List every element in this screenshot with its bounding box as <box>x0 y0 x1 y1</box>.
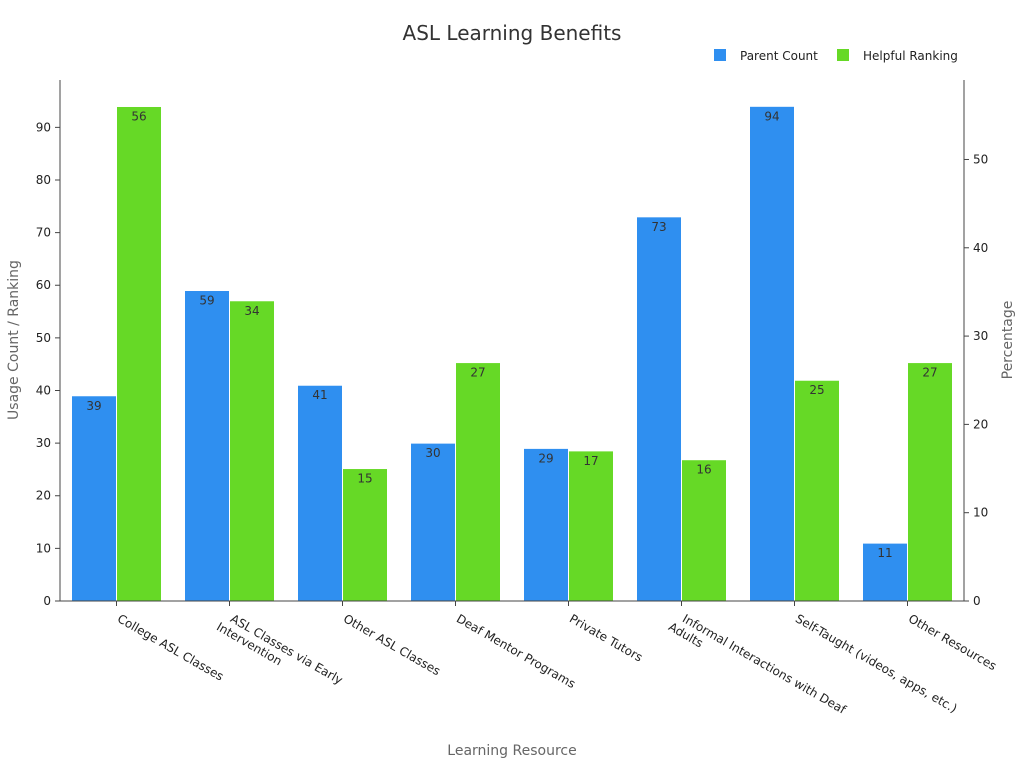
bar-label-parent-count-2: 41 <box>312 388 327 402</box>
bar-label-parent-count-1: 59 <box>199 294 214 308</box>
legend-swatch-helpful-ranking <box>837 49 849 61</box>
bar-label-helpful-ranking-1: 34 <box>244 304 259 318</box>
bar-helpful-ranking-5 <box>681 459 727 602</box>
x-tick-label: Private Tutors <box>567 611 645 664</box>
bar-helpful-ranking-6 <box>794 379 840 602</box>
legend-swatch-parent-count <box>714 49 726 61</box>
bar-label-helpful-ranking-4: 17 <box>583 454 598 468</box>
bar-label-helpful-ranking-0: 56 <box>131 109 146 123</box>
y2-tick-label: 30 <box>973 329 988 343</box>
x-tick-label: Other ASL Classes <box>341 611 443 678</box>
bar-parent-count-6 <box>749 105 795 602</box>
bar-parent-count-7 <box>862 542 908 602</box>
legend: Parent Count Helpful Ranking <box>714 49 958 63</box>
bar-helpful-ranking-2 <box>342 468 388 602</box>
legend-label-parent-count: Parent Count <box>740 49 818 63</box>
bar-label-helpful-ranking-3: 27 <box>470 366 485 380</box>
x-tick-label: ASL Classes via EarlyIntervention <box>214 607 345 699</box>
x-tick-label: Deaf Mentor Programs <box>454 611 578 691</box>
y-tick-label: 70 <box>36 226 51 240</box>
bar-label-helpful-ranking-2: 15 <box>357 472 372 486</box>
bar-helpful-ranking-3 <box>455 362 501 602</box>
bar-helpful-ranking-7 <box>907 362 953 602</box>
chart-title: ASL Learning Benefits <box>403 21 622 45</box>
y-axis-ticks: 0 10 20 30 40 50 60 70 80 90 <box>36 120 60 608</box>
bar-parent-count-5 <box>636 216 682 602</box>
bar-labels: 39 59 41 30 29 73 94 11 56 34 15 27 17 16 25 27 <box>86 109 937 560</box>
y-tick-label: 30 <box>36 436 51 450</box>
bar-label-parent-count-7: 11 <box>877 546 892 560</box>
y2-tick-label: 10 <box>973 506 988 520</box>
y2-tick-label: 20 <box>973 417 988 431</box>
y-tick-label: 10 <box>36 541 51 555</box>
bar-helpful-ranking-0 <box>116 105 162 602</box>
y-tick-label: 60 <box>36 278 51 292</box>
y2-tick-label: 40 <box>973 241 988 255</box>
bar-helpful-ranking-4 <box>568 450 614 602</box>
legend-label-helpful-ranking: Helpful Ranking <box>863 49 958 63</box>
y2-tick-label: 0 <box>973 594 981 608</box>
bar-parent-count-1 <box>184 290 230 602</box>
bar-parent-count-3 <box>410 442 456 602</box>
bar-parent-count-0 <box>71 395 117 602</box>
y-tick-label: 50 <box>36 331 51 345</box>
bars <box>71 105 953 602</box>
bar-parent-count-2 <box>297 384 343 602</box>
x-axis-ticks: College ASL Classes ASL Classes via Early… <box>115 601 999 717</box>
bar-label-parent-count-0: 39 <box>86 399 101 413</box>
y-tick-label: 80 <box>36 173 51 187</box>
y2-tick-label: 50 <box>973 152 988 166</box>
x-axis-title: Learning Resource <box>447 743 576 759</box>
axes <box>59 80 965 602</box>
bar-label-parent-count-6: 94 <box>764 109 779 123</box>
bar-label-helpful-ranking-6: 25 <box>809 383 824 397</box>
bar-label-helpful-ranking-5: 16 <box>696 463 711 477</box>
bar-parent-count-4 <box>523 447 569 602</box>
y-tick-label: 40 <box>36 383 51 397</box>
bar-label-helpful-ranking-7: 27 <box>922 366 937 380</box>
bar-helpful-ranking-1 <box>229 300 275 602</box>
bar-label-parent-count-5: 73 <box>651 220 666 234</box>
y-tick-label: 90 <box>36 120 51 134</box>
y-tick-label: 0 <box>43 594 51 608</box>
x-tick-label: College ASL Classes <box>115 611 226 683</box>
bar-label-parent-count-3: 30 <box>425 446 440 460</box>
y-tick-label: 20 <box>36 489 51 503</box>
y-axis-title: Usage Count / Ranking <box>6 260 22 420</box>
y2-axis-title: Percentage <box>1000 301 1016 380</box>
x-tick-label: Other Resources <box>906 611 999 673</box>
bar-label-parent-count-4: 29 <box>538 451 553 465</box>
y2-axis-ticks: 0 10 20 30 40 50 <box>964 152 988 608</box>
